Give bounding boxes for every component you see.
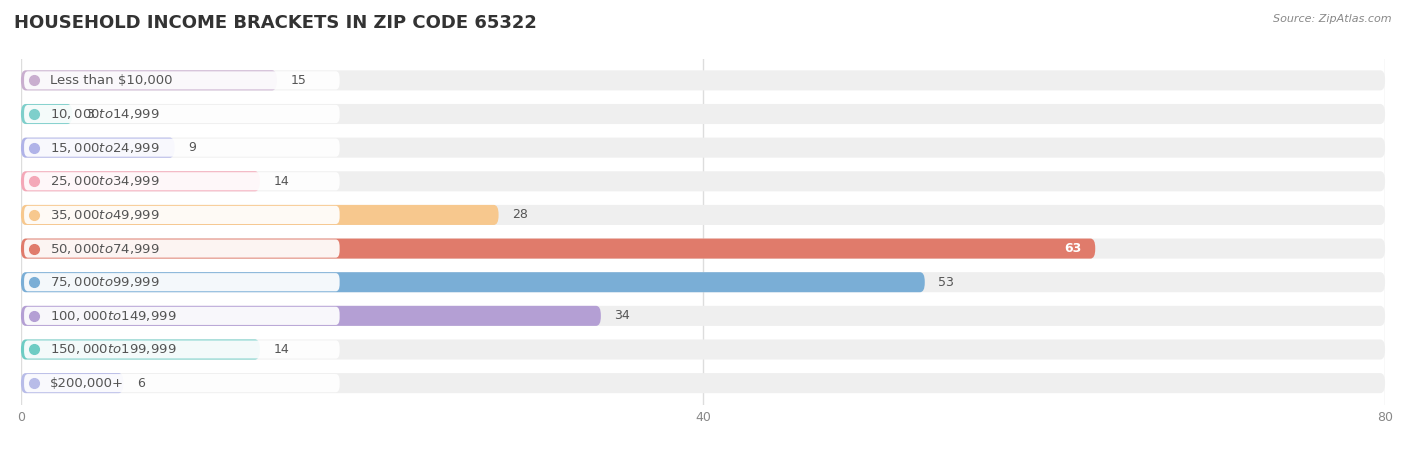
FancyBboxPatch shape bbox=[24, 239, 340, 258]
Text: $35,000 to $49,999: $35,000 to $49,999 bbox=[49, 208, 159, 222]
Text: Source: ZipAtlas.com: Source: ZipAtlas.com bbox=[1274, 14, 1392, 23]
FancyBboxPatch shape bbox=[21, 104, 72, 124]
Text: $50,000 to $74,999: $50,000 to $74,999 bbox=[49, 242, 159, 256]
Text: 6: 6 bbox=[136, 377, 145, 390]
FancyBboxPatch shape bbox=[21, 272, 925, 292]
Text: 3: 3 bbox=[86, 108, 94, 121]
FancyBboxPatch shape bbox=[24, 374, 340, 392]
Text: $10,000 to $14,999: $10,000 to $14,999 bbox=[49, 107, 159, 121]
FancyBboxPatch shape bbox=[21, 205, 1385, 225]
FancyBboxPatch shape bbox=[21, 138, 1385, 157]
FancyBboxPatch shape bbox=[21, 272, 1385, 292]
Text: 14: 14 bbox=[273, 175, 290, 188]
Text: 34: 34 bbox=[614, 309, 630, 322]
FancyBboxPatch shape bbox=[21, 339, 1385, 360]
FancyBboxPatch shape bbox=[24, 71, 340, 90]
FancyBboxPatch shape bbox=[21, 205, 499, 225]
FancyBboxPatch shape bbox=[24, 105, 340, 123]
FancyBboxPatch shape bbox=[21, 306, 1385, 326]
Text: 28: 28 bbox=[512, 208, 527, 221]
FancyBboxPatch shape bbox=[21, 70, 1385, 90]
FancyBboxPatch shape bbox=[21, 138, 174, 157]
FancyBboxPatch shape bbox=[21, 171, 260, 191]
FancyBboxPatch shape bbox=[21, 373, 124, 393]
Text: $75,000 to $99,999: $75,000 to $99,999 bbox=[49, 275, 159, 289]
FancyBboxPatch shape bbox=[24, 206, 340, 224]
FancyBboxPatch shape bbox=[21, 373, 1385, 393]
Text: 53: 53 bbox=[938, 276, 955, 289]
FancyBboxPatch shape bbox=[24, 273, 340, 291]
Text: $15,000 to $24,999: $15,000 to $24,999 bbox=[49, 141, 159, 155]
FancyBboxPatch shape bbox=[21, 171, 1385, 191]
Text: HOUSEHOLD INCOME BRACKETS IN ZIP CODE 65322: HOUSEHOLD INCOME BRACKETS IN ZIP CODE 65… bbox=[14, 14, 537, 32]
Text: 63: 63 bbox=[1064, 242, 1081, 255]
Text: Less than $10,000: Less than $10,000 bbox=[49, 74, 172, 87]
Text: $200,000+: $200,000+ bbox=[49, 377, 124, 390]
FancyBboxPatch shape bbox=[24, 139, 340, 157]
FancyBboxPatch shape bbox=[21, 238, 1095, 259]
FancyBboxPatch shape bbox=[24, 307, 340, 325]
FancyBboxPatch shape bbox=[21, 339, 260, 360]
FancyBboxPatch shape bbox=[21, 70, 277, 90]
Text: $150,000 to $199,999: $150,000 to $199,999 bbox=[49, 342, 176, 356]
FancyBboxPatch shape bbox=[21, 238, 1385, 259]
Text: 15: 15 bbox=[291, 74, 307, 87]
FancyBboxPatch shape bbox=[24, 340, 340, 359]
FancyBboxPatch shape bbox=[24, 172, 340, 190]
FancyBboxPatch shape bbox=[21, 306, 600, 326]
Text: $25,000 to $34,999: $25,000 to $34,999 bbox=[49, 174, 159, 188]
Text: 9: 9 bbox=[188, 141, 195, 154]
Text: $100,000 to $149,999: $100,000 to $149,999 bbox=[49, 309, 176, 323]
FancyBboxPatch shape bbox=[21, 104, 1385, 124]
Text: 14: 14 bbox=[273, 343, 290, 356]
